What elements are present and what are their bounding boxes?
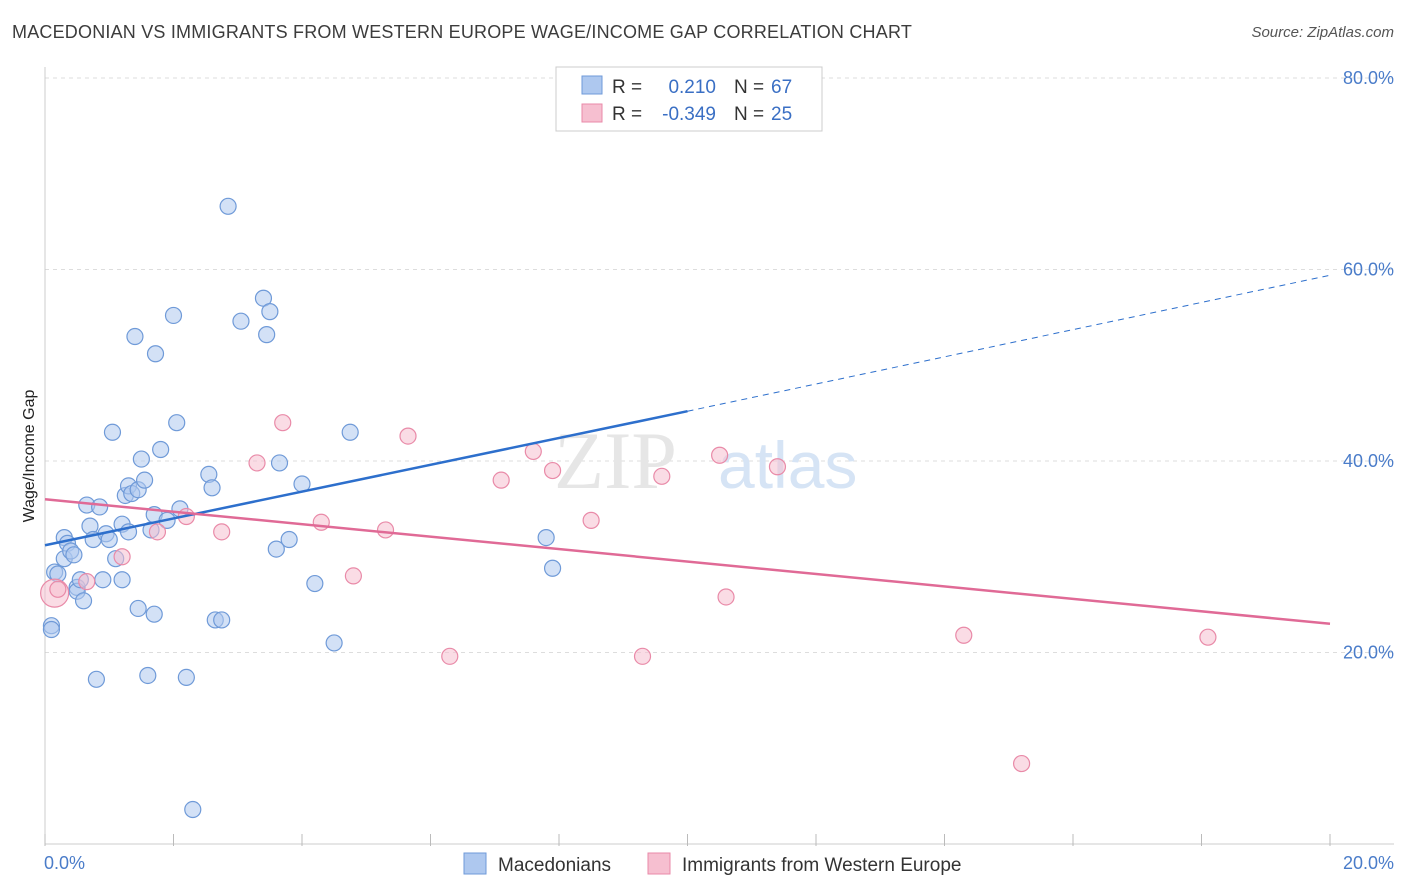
legend-r-label-0: R = [612, 77, 642, 98]
legend-n-label-0: N = [734, 77, 764, 98]
legend-r-value-0: 0.210 [668, 77, 716, 98]
western-europe-point-1 [49, 580, 67, 598]
bottom-legend-swatch-western-europe [647, 852, 671, 875]
macedonians-point-42 [168, 414, 186, 432]
macedonians-point-62 [537, 528, 555, 547]
macedonians-point-60 [325, 634, 343, 652]
legend-n-label-1: N = [734, 104, 764, 125]
macedonians-point-24 [113, 571, 131, 589]
macedonians-point-50 [219, 197, 237, 215]
bottom-legend: Macedonians Immigrants from Western Euro… [463, 852, 961, 876]
macedonians-point-51 [232, 312, 250, 330]
legend-r-value-1: -0.349 [662, 104, 716, 125]
macedonians-point-44 [177, 668, 195, 686]
western-europe-point-21 [717, 588, 735, 606]
western-europe-point-10 [344, 567, 362, 585]
macedonians-point-47 [203, 479, 221, 497]
western-europe-point-18 [633, 647, 652, 665]
western-europe-point-25 [1199, 628, 1217, 646]
macedonians-point-29 [126, 327, 144, 346]
western-europe-point-7 [248, 454, 266, 472]
macedonians-point-38 [146, 345, 165, 363]
grid-layer [45, 77, 1394, 653]
legend-n-value-1: 25 [771, 104, 792, 125]
western-europe-point-23 [955, 626, 973, 644]
macedonians-point-41 [164, 306, 183, 325]
western-europe-trend-line [44, 498, 1331, 626]
western-europe-point-16 [543, 461, 562, 480]
macedonians-point-34 [139, 666, 157, 685]
western-europe-point-17 [582, 511, 600, 529]
macedonians-point-54 [261, 303, 279, 321]
western-europe-point-4 [148, 523, 167, 541]
western-europe-point-6 [213, 523, 231, 541]
macedonians-point-12 [74, 592, 93, 610]
watermark-atlas: atlas [718, 428, 857, 502]
macedonians-point-63 [543, 559, 562, 577]
bottom-legend-label-macedonians: Macedonians [498, 855, 611, 876]
y-tick-label-80: 80.0% [1343, 68, 1394, 88]
axis-layer: 20.0% 40.0% 60.0% 80.0% 0.0% 20.0% [44, 67, 1394, 873]
points-layer [40, 197, 1217, 819]
macedonians-point-39 [152, 440, 170, 459]
y-axis-title: Wage/Income Gap [21, 390, 38, 523]
chart-source: Source: ZipAtlas.com [1251, 24, 1394, 41]
macedonians-point-53 [258, 326, 276, 344]
zipatlas-watermark: ZIP atlas [554, 415, 857, 506]
western-europe-point-13 [441, 647, 459, 665]
macedonians-point-31 [129, 599, 147, 618]
macedonians-point-21 [103, 423, 122, 441]
macedonians-point-8 [65, 546, 83, 564]
chart-title: MACEDONIAN VS IMMIGRANTS FROM WESTERN EU… [12, 22, 913, 42]
macedonians-point-18 [94, 571, 112, 589]
western-europe-point-14 [492, 471, 510, 489]
watermark-zip: ZIP [554, 415, 677, 506]
y-tick-label-60: 60.0% [1343, 260, 1394, 280]
macedonians-point-56 [270, 454, 289, 472]
legend-swatch-western-europe [581, 103, 603, 123]
western-europe-point-11 [376, 521, 395, 539]
legend-swatch-macedonians [581, 75, 603, 95]
western-europe-point-3 [113, 548, 131, 566]
y-tick-label-40: 40.0% [1343, 451, 1394, 471]
western-europe-point-20 [711, 446, 729, 464]
macedonians-point-32 [132, 450, 150, 468]
macedonians-point-61 [341, 423, 359, 441]
western-europe-point-8 [274, 414, 292, 432]
macedonians-trend-line [44, 409, 688, 547]
macedonians-trend-extension [687, 274, 1331, 412]
legend-n-value-0: 67 [771, 77, 792, 98]
macedonians-point-33 [135, 471, 154, 489]
macedonians-point-1 [42, 620, 61, 639]
macedonians-point-55 [267, 540, 285, 558]
macedonians-point-17 [91, 498, 109, 516]
macedonians-point-16 [87, 670, 106, 688]
y-tick-label-20: 20.0% [1343, 643, 1394, 663]
western-europe-point-22 [768, 458, 787, 476]
macedonians-point-49 [213, 611, 231, 629]
legend-r-label-1: R = [612, 104, 642, 125]
top-legend: R = 0.210 N = 67 R = -0.349 N = 25 [555, 66, 823, 132]
bottom-legend-swatch-macedonians [463, 852, 487, 875]
western-europe-point-24 [1012, 754, 1031, 773]
macedonians-point-45 [184, 800, 202, 819]
x-tick-label-0: 0.0% [44, 853, 85, 873]
macedonians-point-57 [280, 530, 298, 549]
macedonians-point-37 [145, 605, 163, 623]
bottom-legend-label-western-europe: Immigrants from Western Europe [682, 855, 961, 876]
western-europe-point-9 [312, 513, 330, 531]
western-europe-point-12 [399, 427, 417, 445]
x-tick-label-20: 20.0% [1343, 853, 1394, 873]
macedonians-point-59 [306, 574, 324, 593]
western-europe-point-19 [653, 467, 671, 485]
trend-layer [44, 274, 1331, 626]
western-europe-point-2 [78, 573, 96, 591]
